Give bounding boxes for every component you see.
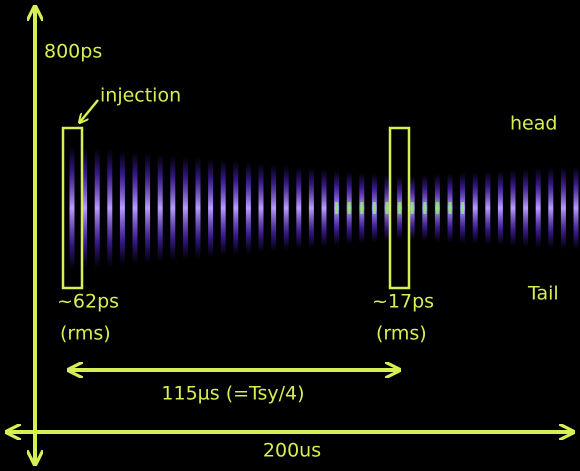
- streak: [548, 167, 554, 249]
- horizontal-axis-label: 200us: [263, 440, 321, 462]
- streak: [170, 155, 176, 261]
- left-width-label: ~62ps: [57, 291, 119, 313]
- streak: [308, 167, 314, 249]
- streak: [497, 170, 503, 246]
- streak: [271, 164, 277, 252]
- streak: [560, 166, 566, 250]
- bunch-streaks: [69, 146, 579, 270]
- streak: [69, 146, 75, 270]
- vertical-axis-label: 800ps: [44, 41, 102, 63]
- right-width-label: ~17ps: [372, 291, 434, 313]
- streak: [535, 168, 541, 248]
- compressed-box: [388, 126, 411, 290]
- streak: [107, 149, 113, 267]
- streak-core: [410, 202, 414, 214]
- streak: [258, 163, 264, 253]
- injection-pointer: [80, 99, 99, 122]
- streak-core: [347, 202, 351, 214]
- streak-core: [461, 202, 465, 214]
- right-rms-label: (rms): [376, 323, 427, 345]
- streak: [82, 147, 88, 269]
- streak: [472, 171, 478, 245]
- streak: [208, 158, 214, 258]
- streak: [321, 168, 327, 248]
- streak-core: [372, 202, 376, 214]
- streak: [523, 168, 529, 248]
- left-rms-label: (rms): [60, 323, 111, 345]
- streak: [573, 166, 579, 250]
- streak-core: [435, 202, 439, 214]
- streak-core: [360, 202, 364, 214]
- injection-label: injection: [100, 85, 181, 107]
- streak: [145, 152, 151, 264]
- streak-core: [423, 202, 427, 214]
- streak-core: [448, 202, 452, 214]
- streak: [296, 166, 302, 250]
- streak-core: [398, 202, 402, 214]
- interval-label: 115µs (=Tsy/4): [161, 383, 304, 405]
- streak: [119, 150, 125, 266]
- head-label: head: [510, 113, 557, 135]
- streak: [245, 162, 251, 254]
- streak: [485, 171, 491, 245]
- streak: [510, 169, 516, 247]
- streak: [283, 165, 289, 251]
- streak: [182, 156, 188, 260]
- streak: [132, 151, 138, 265]
- streak: [157, 154, 163, 262]
- streak: [195, 157, 201, 259]
- injection-box: [61, 126, 84, 290]
- streak: [220, 159, 226, 257]
- streak-core: [335, 202, 339, 214]
- streak-core: [385, 202, 389, 214]
- streak: [233, 160, 239, 256]
- streak: [94, 148, 100, 268]
- tail-label: Tail: [527, 283, 559, 305]
